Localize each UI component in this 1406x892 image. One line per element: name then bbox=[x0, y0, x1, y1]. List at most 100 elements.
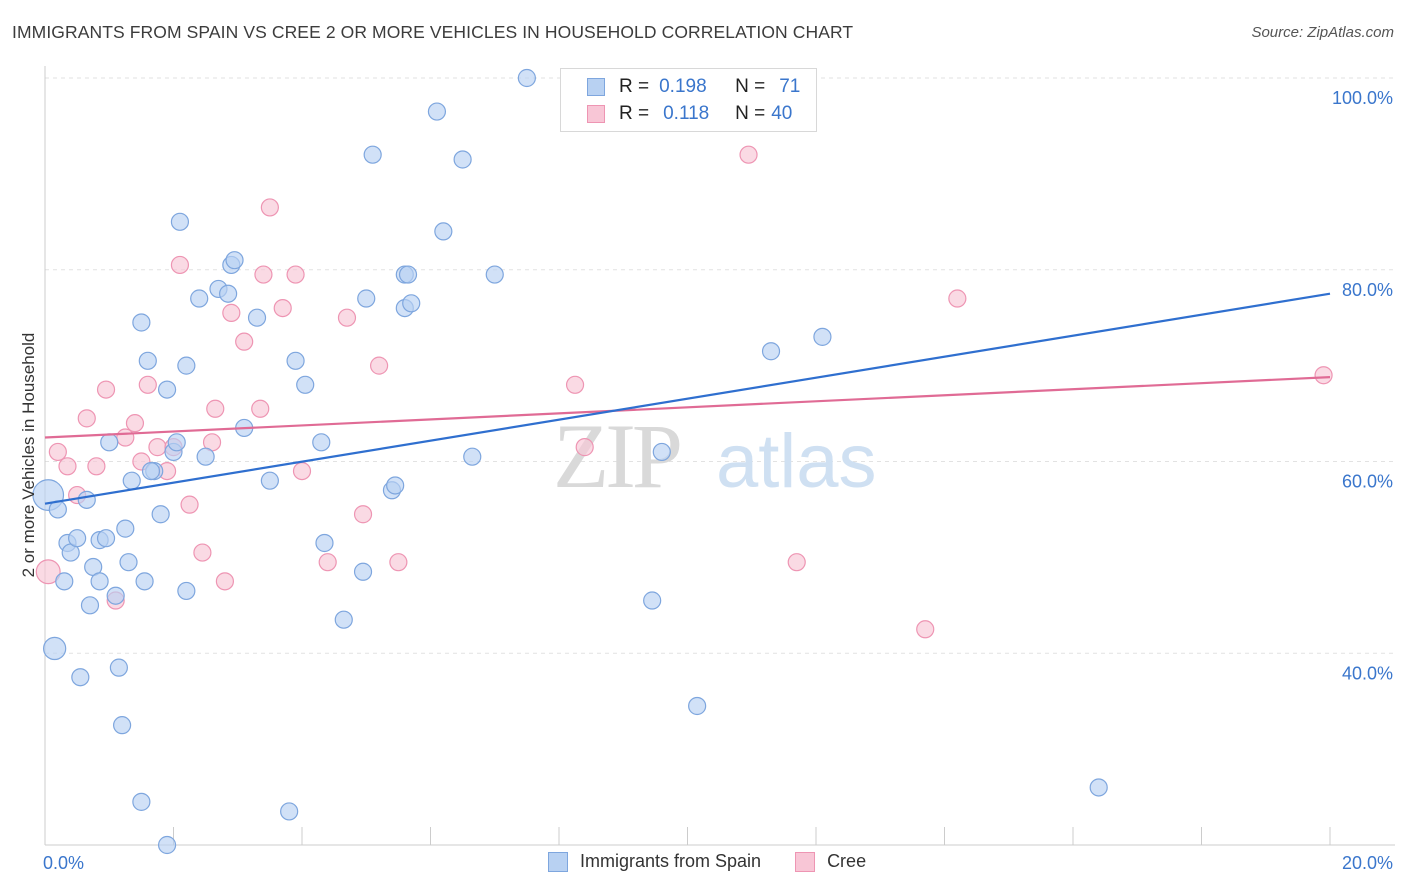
spain-point bbox=[286, 351, 305, 370]
cree-point bbox=[193, 543, 212, 562]
spain-point bbox=[122, 471, 141, 490]
cree-point bbox=[739, 145, 758, 164]
spain-point bbox=[280, 802, 299, 821]
legend-r-value-spain: 0.198 bbox=[659, 76, 707, 97]
cree-point bbox=[180, 495, 199, 514]
spain-point bbox=[312, 433, 331, 452]
spain-point bbox=[119, 553, 138, 572]
spain-point bbox=[170, 212, 190, 231]
spain-point bbox=[402, 294, 421, 313]
legend-n-label: N = bbox=[735, 76, 766, 97]
cree-point bbox=[148, 438, 167, 457]
spain-point bbox=[219, 284, 238, 303]
legend-r-label: R = bbox=[619, 103, 650, 124]
cree-point bbox=[337, 308, 357, 327]
cree-point bbox=[222, 303, 241, 322]
spain-point bbox=[106, 586, 125, 605]
cree-point bbox=[389, 553, 408, 572]
spain-point bbox=[296, 375, 315, 394]
cree-point bbox=[948, 289, 967, 308]
series-legend: Immigrants from Spain Cree bbox=[548, 851, 900, 872]
legend-label-spain: Immigrants from Spain bbox=[580, 851, 762, 871]
spain-point bbox=[652, 442, 671, 462]
spain-point bbox=[761, 342, 781, 361]
cree-point bbox=[58, 457, 77, 476]
cree-point bbox=[273, 299, 292, 318]
spain-point bbox=[177, 356, 196, 375]
cree-point bbox=[138, 375, 157, 394]
legend-item-cree[interactable]: Cree bbox=[795, 851, 866, 872]
watermark-atlas: atlas bbox=[716, 419, 877, 504]
spain-point bbox=[68, 529, 87, 548]
axes bbox=[44, 66, 1395, 846]
legend-swatch-cree bbox=[795, 851, 816, 872]
spain-point bbox=[90, 572, 109, 591]
spain-point bbox=[196, 447, 215, 466]
legend-swatch-cree bbox=[587, 105, 605, 123]
cree-points bbox=[35, 145, 1333, 639]
source-label: Source: ZipAtlas.com bbox=[1251, 24, 1394, 41]
spain-point bbox=[427, 102, 447, 121]
y-tick-label: 80.0% bbox=[1342, 280, 1393, 300]
cree-point bbox=[254, 265, 273, 284]
spain-point bbox=[386, 476, 405, 495]
y-tick-label: 40.0% bbox=[1342, 663, 1393, 683]
legend-item-spain[interactable]: Immigrants from Spain bbox=[548, 851, 761, 872]
spain-point bbox=[190, 289, 209, 308]
x-tick-label: 20.0% bbox=[1342, 853, 1393, 873]
cree-point bbox=[35, 559, 61, 585]
spain-point bbox=[688, 696, 707, 716]
spain-point bbox=[151, 505, 170, 524]
y-axis-label: 2 or more Vehicles in Household bbox=[19, 333, 38, 578]
spain-point bbox=[453, 150, 472, 169]
spain-point bbox=[135, 572, 154, 591]
cree-point bbox=[87, 457, 106, 476]
spain-point bbox=[157, 380, 177, 399]
spain-point bbox=[177, 581, 196, 601]
spain-point bbox=[71, 668, 90, 687]
spain-points bbox=[32, 68, 1108, 855]
spain-point bbox=[357, 289, 376, 308]
cree-point bbox=[787, 553, 806, 572]
spain-point bbox=[813, 327, 832, 346]
spain-point bbox=[96, 529, 116, 548]
spain-point bbox=[315, 533, 334, 553]
spain-point bbox=[141, 461, 161, 481]
spain-point bbox=[463, 447, 482, 466]
spain-point bbox=[363, 145, 382, 164]
spain-point bbox=[157, 835, 177, 855]
cree-trend-line bbox=[44, 376, 1331, 439]
cree-point bbox=[96, 380, 116, 399]
spain-point bbox=[1089, 778, 1108, 797]
trend-lines bbox=[44, 292, 1331, 505]
legend-n-value-spain: 71 bbox=[779, 76, 801, 97]
spain-point bbox=[77, 490, 96, 509]
cree-point bbox=[251, 399, 270, 418]
legend-label-cree: Cree bbox=[827, 851, 867, 871]
cree-point bbox=[292, 461, 312, 481]
watermark: ZIP atlas bbox=[553, 405, 877, 507]
tick-labels: 40.0% 60.0% 80.0% 100.0% 0.0% 20.0% bbox=[43, 88, 1393, 873]
cree-point bbox=[215, 572, 234, 591]
spain-point bbox=[434, 222, 453, 241]
cree-point bbox=[206, 399, 225, 418]
cree-point bbox=[235, 332, 254, 351]
cree-point bbox=[1314, 366, 1333, 385]
cree-point bbox=[260, 198, 279, 217]
cree-point bbox=[353, 505, 373, 524]
cree-point bbox=[565, 375, 585, 394]
legend-r-value-cree: 0.118 bbox=[663, 103, 710, 124]
cree-point bbox=[170, 255, 190, 275]
spain-point bbox=[112, 716, 132, 735]
spain-point bbox=[517, 68, 536, 88]
spain-point bbox=[42, 636, 67, 661]
spain-point bbox=[225, 251, 244, 270]
cree-point bbox=[286, 265, 305, 284]
x-tick-label: 0.0% bbox=[43, 853, 84, 873]
spain-point bbox=[109, 658, 128, 677]
cree-point bbox=[125, 414, 145, 433]
legend-n-label: N = bbox=[735, 103, 766, 124]
spain-point bbox=[643, 591, 662, 610]
cree-point bbox=[48, 442, 67, 462]
spain-point bbox=[353, 562, 373, 581]
